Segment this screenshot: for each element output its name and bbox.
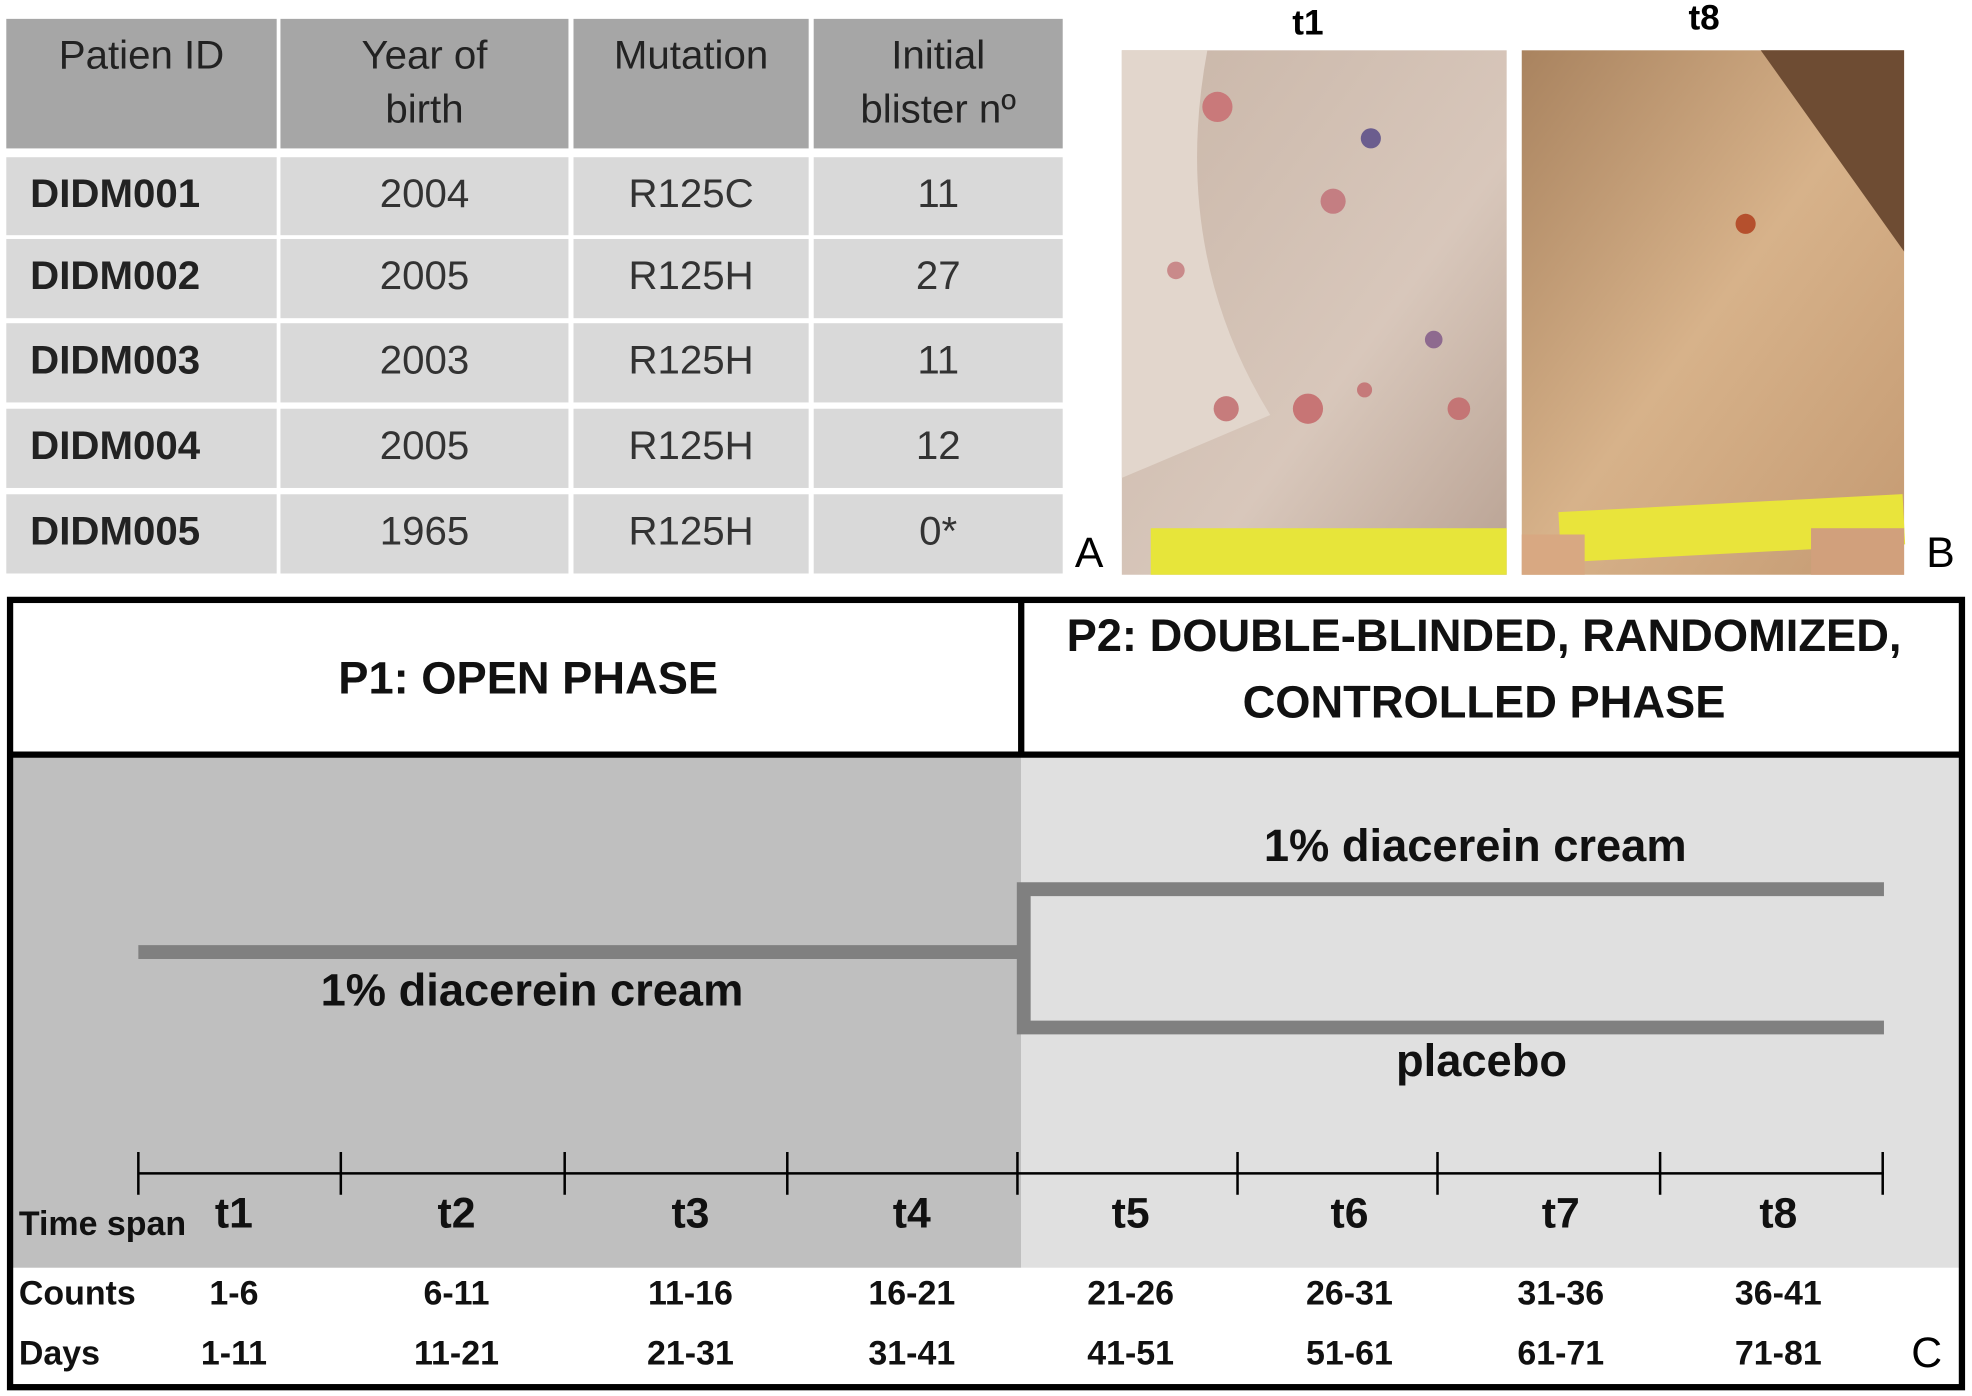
- count-range: 16-21: [868, 1274, 955, 1312]
- header-text: birth: [385, 87, 463, 132]
- cell: [6, 157, 277, 236]
- cell-text: 2004: [380, 171, 470, 216]
- count-range: 31-36: [1517, 1274, 1604, 1312]
- timeline: t1 1-6 1-11 t2 6-11 11-21 t3 11-16 21-31 t4 16-21 3…: [137, 1152, 1884, 1373]
- cell-text: DIDM001: [30, 171, 200, 216]
- cell-text: R125H: [628, 253, 753, 298]
- cell-text: DIDM003: [30, 337, 200, 382]
- count-range: 6-11: [423, 1274, 489, 1312]
- count-range: 21-26: [1087, 1274, 1174, 1312]
- diagram: P1: OPEN PHASE P2: DOUBLE-BLINDED, RANDO…: [6, 596, 1966, 1391]
- cell-text: DIDM002: [30, 253, 200, 298]
- count-range: 26-31: [1306, 1274, 1393, 1312]
- count-range: 11-16: [648, 1274, 733, 1312]
- cell: [573, 408, 809, 488]
- cell: [280, 157, 569, 236]
- cell: [573, 494, 809, 574]
- day-range: 71-81: [1735, 1335, 1822, 1373]
- row-label: Time span: [19, 1205, 186, 1243]
- phase-title: P1: OPEN PHASE: [338, 653, 718, 704]
- cell-text: 27: [916, 253, 961, 298]
- cell: [6, 238, 277, 319]
- day-range: 11-21: [414, 1335, 499, 1373]
- arm-label: 1% diacerein cream: [1264, 820, 1687, 871]
- header-text: Initial: [891, 32, 985, 77]
- arm-label: placebo: [1396, 1035, 1567, 1086]
- cell: [813, 494, 1063, 574]
- cell-text: 11: [917, 171, 959, 216]
- cell: [573, 157, 809, 236]
- day-range: 51-61: [1306, 1335, 1393, 1373]
- header-cell: [573, 18, 809, 149]
- arm-label: 1% diacerein cream: [321, 965, 744, 1016]
- day-range: 31-41: [868, 1335, 955, 1373]
- header-cell: [6, 18, 277, 149]
- cell: [6, 408, 277, 488]
- cell: [280, 494, 569, 574]
- cell-text: 2005: [380, 253, 470, 298]
- header-text: Mutation: [614, 32, 768, 77]
- day-range: 1-11: [201, 1335, 267, 1373]
- row-label: Counts: [19, 1274, 136, 1312]
- cell: [280, 323, 569, 403]
- cell-text: R125H: [628, 337, 753, 382]
- cell: [6, 323, 277, 403]
- photo-title: t8: [1688, 0, 1719, 37]
- cell: [813, 323, 1063, 403]
- cell-text: 1965: [380, 509, 470, 554]
- panel-label: C: [1911, 1329, 1942, 1377]
- row-label: Days: [19, 1335, 100, 1373]
- cell-text: DIDM004: [30, 423, 201, 468]
- cell: [280, 238, 569, 319]
- photo-t8: [1521, 50, 1906, 575]
- header-text: blister nº: [860, 87, 1016, 132]
- photo-t1: [1121, 50, 1507, 575]
- cell: [6, 494, 277, 574]
- cell-text: R125H: [628, 423, 753, 468]
- day-range: 61-71: [1517, 1335, 1604, 1373]
- time-span: t7: [1542, 1189, 1580, 1237]
- cell-text: 2005: [380, 423, 470, 468]
- header-cell: [813, 18, 1063, 149]
- phase-title: CONTROLLED PHASE: [1243, 676, 1726, 727]
- cell-text: 0*: [919, 509, 957, 554]
- day-range: 21-31: [647, 1335, 734, 1373]
- cell-text: DIDM005: [30, 509, 200, 554]
- panel-label: B: [1926, 529, 1955, 577]
- cell: [573, 323, 809, 403]
- cell-text: 2003: [380, 337, 470, 382]
- cell-text: 12: [916, 423, 961, 468]
- cell-text: R125H: [628, 509, 753, 554]
- header-cell: [280, 18, 569, 149]
- cell-text: 11: [917, 337, 959, 382]
- time-span: t6: [1330, 1189, 1368, 1237]
- time-span: t1: [215, 1189, 253, 1237]
- photo-title: t1: [1292, 3, 1323, 42]
- time-span: t8: [1759, 1189, 1797, 1237]
- time-span: t4: [893, 1189, 931, 1237]
- count-range: 36-41: [1735, 1274, 1822, 1312]
- header-text: Year of: [361, 32, 488, 77]
- phase-title: P2: DOUBLE-BLINDED, RANDOMIZED,: [1067, 610, 1902, 661]
- cell-text: R125C: [628, 171, 753, 216]
- count-range: 1-6: [209, 1274, 258, 1312]
- time-span: t5: [1112, 1189, 1150, 1237]
- cell: [813, 157, 1063, 236]
- day-range: 41-51: [1087, 1335, 1174, 1373]
- cell: [573, 238, 809, 319]
- header-text: Patien ID: [59, 32, 224, 77]
- time-span: t3: [671, 1189, 709, 1237]
- cell: [813, 238, 1063, 319]
- cell: [280, 408, 569, 488]
- time-span: t2: [438, 1189, 476, 1237]
- table: Patien ID Year of birth Mutation Initial blis…: [6, 18, 1063, 574]
- cell: [813, 408, 1063, 488]
- panel-label: A: [1075, 529, 1104, 577]
